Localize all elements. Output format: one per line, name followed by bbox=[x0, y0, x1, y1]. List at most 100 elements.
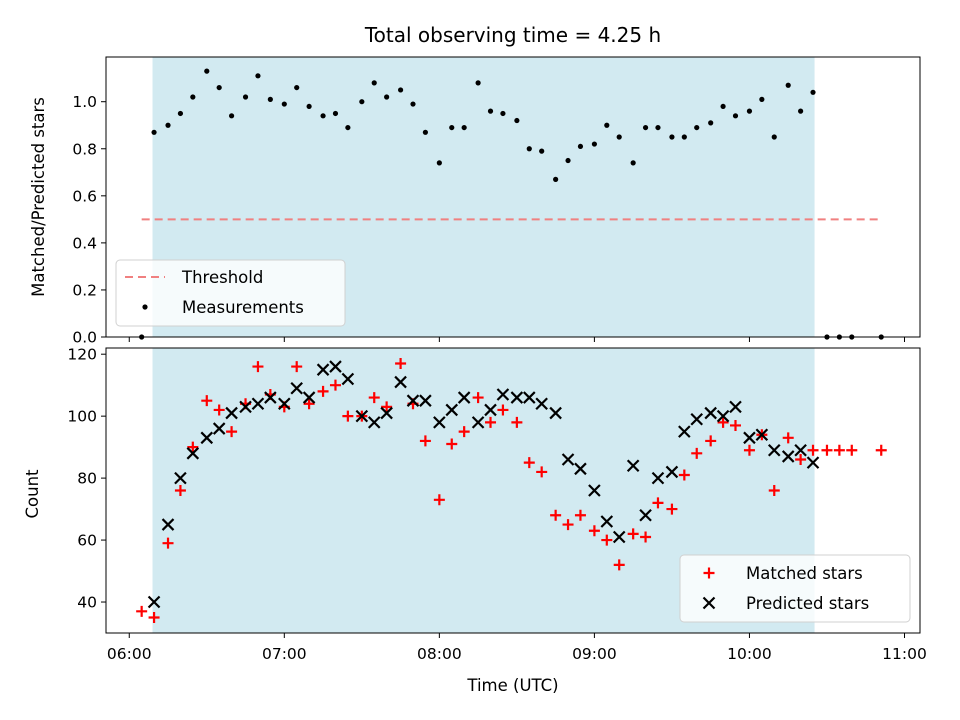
top-ytick-label: 0.2 bbox=[72, 281, 97, 299]
predicted-star-point bbox=[484, 403, 497, 417]
predicted-star-point bbox=[510, 391, 524, 404]
x-tick-label: 06:00 bbox=[107, 645, 152, 663]
matched-star-point bbox=[833, 444, 845, 456]
matched-star-point bbox=[562, 519, 574, 531]
top-ytick-label: 0.0 bbox=[72, 329, 97, 347]
legend-threshold-label: Threshold bbox=[181, 268, 263, 287]
matched-star-point bbox=[148, 612, 160, 624]
measurement-point bbox=[320, 113, 326, 119]
matched-star-point bbox=[252, 361, 264, 373]
predicted-star-point bbox=[147, 595, 161, 609]
measurement-point bbox=[371, 80, 377, 86]
measurement-point bbox=[410, 101, 416, 107]
matched-star-point bbox=[395, 357, 407, 369]
matched-star-point bbox=[627, 528, 639, 540]
predicted-star-point bbox=[355, 409, 369, 423]
predicted-star-point bbox=[574, 462, 587, 476]
x-tick-label: 11:00 bbox=[882, 645, 927, 663]
matched-star-point bbox=[601, 534, 613, 546]
matched-star-point bbox=[678, 469, 690, 481]
matched-star-point bbox=[550, 509, 562, 521]
predicted-star-point bbox=[264, 391, 277, 404]
predicted-star-point bbox=[561, 453, 575, 466]
predicted-star-point bbox=[496, 388, 510, 401]
matched-star-point bbox=[511, 416, 523, 428]
matched-star-point bbox=[136, 605, 148, 617]
measurement-point bbox=[461, 124, 467, 131]
predicted-star-point bbox=[755, 428, 769, 442]
legend-measurements-swatch bbox=[142, 304, 148, 310]
legend-measurements-label: Measurements bbox=[182, 298, 304, 317]
measurement-point bbox=[177, 110, 184, 117]
predicted-star-point bbox=[665, 465, 679, 479]
measurement-point bbox=[228, 113, 235, 119]
measurement-point bbox=[526, 146, 532, 152]
matched-star-point bbox=[485, 416, 497, 428]
predicted-star-point bbox=[600, 515, 614, 528]
measurement-point bbox=[565, 157, 571, 164]
top-axes-frame bbox=[105, 56, 921, 338]
bottom-ytick-label: 120 bbox=[67, 346, 97, 364]
measurement-point bbox=[204, 68, 210, 74]
bottom-ytick-label: 80 bbox=[77, 470, 97, 488]
measurement-point bbox=[798, 108, 804, 114]
matched-star-point bbox=[846, 444, 858, 456]
top-ytick-label: 0.8 bbox=[72, 140, 97, 158]
measurement-point bbox=[694, 124, 700, 131]
predicted-star-point bbox=[549, 406, 562, 420]
matched-star-point bbox=[795, 454, 807, 466]
matched-star-point bbox=[342, 410, 354, 422]
matched-star-point bbox=[226, 426, 238, 438]
predicted-star-point bbox=[806, 456, 820, 469]
predicted-star-point bbox=[729, 400, 742, 414]
matched-star-point bbox=[458, 426, 470, 438]
measurement-point bbox=[436, 160, 442, 166]
x-tick-label: 08:00 bbox=[417, 645, 462, 663]
measurement-point bbox=[332, 110, 339, 117]
matched-star-point bbox=[613, 559, 625, 571]
measurement-point bbox=[642, 124, 649, 131]
matched-star-point bbox=[187, 441, 199, 453]
matched-star-point bbox=[640, 531, 652, 543]
matched-star-point bbox=[419, 435, 431, 447]
matched-star-point bbox=[201, 395, 213, 407]
measurement-point bbox=[397, 87, 404, 93]
measurement-point bbox=[345, 124, 351, 131]
predicted-star-point bbox=[678, 425, 691, 438]
matched-star-point bbox=[381, 401, 393, 413]
measurement-point bbox=[681, 134, 687, 140]
predicted-star-point bbox=[406, 394, 420, 407]
measurement-point bbox=[500, 110, 506, 117]
predicted-star-point bbox=[212, 422, 226, 435]
predicted-star-point bbox=[251, 397, 265, 411]
x-tick-label: 10:00 bbox=[727, 645, 772, 663]
measurement-point bbox=[281, 101, 287, 107]
measurement-point bbox=[306, 103, 312, 110]
matched-star-point bbox=[317, 385, 329, 397]
predicted-star-point bbox=[767, 443, 781, 457]
predicted-star-point bbox=[690, 412, 704, 426]
matched-star-point bbox=[523, 457, 535, 469]
predicted-star-point bbox=[290, 381, 303, 395]
predicted-star-point bbox=[535, 397, 548, 411]
measurement-point bbox=[732, 113, 739, 119]
matched-star-point bbox=[472, 392, 484, 404]
predicted-star-point bbox=[225, 406, 238, 420]
matched-star-point bbox=[213, 404, 225, 416]
predicted-star-point bbox=[651, 471, 665, 485]
chart-title: Total observing time = 4.25 h bbox=[364, 23, 661, 47]
measurement-point bbox=[655, 124, 661, 131]
predicted-star-point bbox=[316, 363, 330, 376]
measurement-point bbox=[151, 129, 157, 135]
predicted-star-point bbox=[419, 394, 432, 407]
measurement-point bbox=[577, 143, 584, 150]
predicted-star-point bbox=[457, 391, 471, 404]
matched-star-point bbox=[821, 444, 833, 456]
matched-star-point bbox=[743, 444, 755, 456]
legend-predicted-swatch bbox=[702, 596, 716, 610]
predicted-star-point bbox=[394, 375, 407, 389]
predicted-star-point bbox=[588, 484, 601, 497]
predicted-star-point bbox=[794, 443, 807, 457]
legend-matched-swatch bbox=[703, 567, 715, 579]
